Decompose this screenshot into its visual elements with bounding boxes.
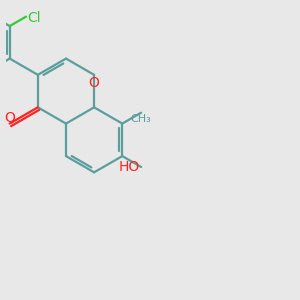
Text: O: O [89,76,100,90]
Text: CH₃: CH₃ [131,114,152,124]
Text: O: O [4,111,15,125]
Text: HO: HO [118,160,140,174]
Text: Cl: Cl [28,11,41,25]
